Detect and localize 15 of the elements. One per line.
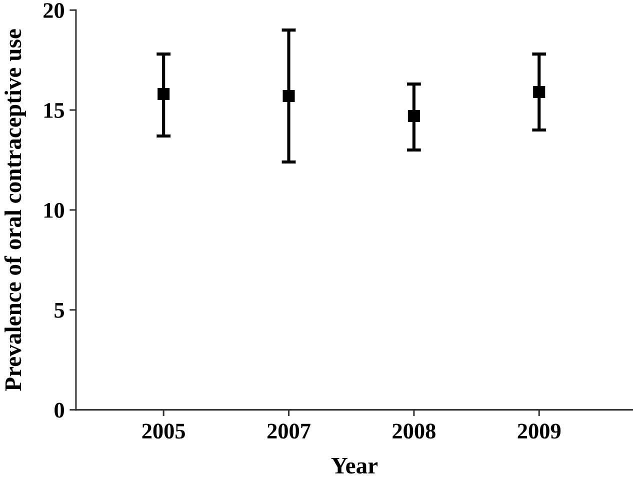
point [158, 88, 170, 100]
y-tick-label: 20 [44, 3, 64, 18]
y-tick-label: 0 [54, 402, 64, 418]
point [282, 90, 295, 102]
point [408, 110, 420, 122]
x-tick-label: 2009 [518, 424, 561, 439]
y-axis-title: Prevalence of oral contraceptive use [4, 29, 26, 391]
x-tick-label: 2007 [267, 424, 310, 439]
y-tick-label: 10 [44, 202, 64, 218]
x-tick-label: 2008 [392, 424, 436, 439]
y-tick-label: 5 [54, 303, 64, 318]
x-axis-title: Year [331, 458, 378, 474]
x-tick-label: 2005 [142, 424, 185, 439]
y-tick-label: 15 [44, 103, 64, 118]
point [533, 86, 546, 98]
